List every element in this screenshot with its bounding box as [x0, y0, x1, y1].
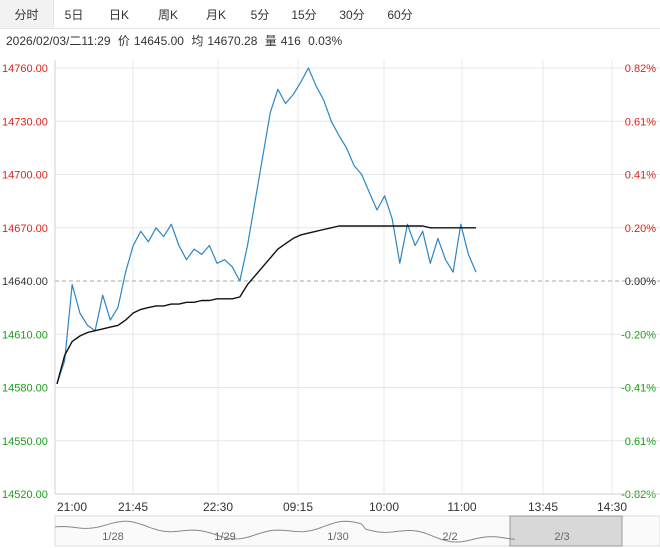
y-tick-left: 14550.00	[2, 436, 48, 448]
avg-label: 均	[191, 34, 204, 48]
volume-value: 416	[280, 34, 301, 48]
y-tick-left: 14520.00	[2, 489, 48, 501]
volume-label: 量	[264, 34, 277, 48]
y-tick-right: 0.61%	[625, 116, 656, 128]
navigator-label: 2/3	[554, 531, 569, 543]
price-line	[56, 67, 477, 385]
tab-3[interactable]: 周K	[157, 7, 178, 22]
tab-7[interactable]: 30分	[339, 7, 365, 22]
navigator-label: 1/29	[214, 531, 235, 543]
x-tick-label: 21:45	[118, 500, 148, 514]
price-value: 14645.00	[133, 34, 184, 48]
tab-4[interactable]: 月K	[205, 7, 226, 22]
y-tick-right: 0.61%	[625, 436, 656, 448]
navigator-label: 2/2	[442, 531, 457, 543]
tab-8[interactable]: 60分	[387, 7, 413, 22]
x-tick-label: 22:30	[203, 500, 233, 514]
x-tick-label: 10:00	[369, 500, 399, 514]
x-tick-label: 09:15	[283, 500, 313, 514]
y-tick-left: 14760.00	[2, 63, 48, 75]
y-tick-left: 14730.00	[2, 116, 48, 128]
average-line	[56, 225, 476, 385]
x-tick-label: 11:00	[447, 500, 476, 514]
y-tick-right: 0.00%	[625, 276, 656, 288]
tab-0[interactable]: 分时	[0, 0, 54, 28]
price-label: 价	[117, 34, 130, 48]
x-tick-label: 13:45	[528, 500, 558, 514]
tab-6[interactable]: 15分	[291, 7, 317, 22]
change-percent: 0.03%	[308, 34, 343, 48]
navigator-window[interactable]	[509, 515, 623, 547]
y-tick-left: 14610.00	[2, 329, 48, 341]
y-tick-right: 0.20%	[625, 223, 656, 235]
y-tick-right: -0.82%	[621, 489, 656, 501]
tab-2[interactable]: 日K	[108, 7, 129, 22]
tab-5[interactable]: 5分	[250, 7, 270, 22]
y-tick-right: -0.41%	[621, 383, 656, 395]
y-tick-left: 14640.00	[2, 276, 48, 288]
navigator-line	[54, 520, 516, 543]
avg-value: 14670.28	[207, 34, 258, 48]
navigator-label: 1/28	[102, 531, 123, 543]
x-tick-label: 21:00	[57, 500, 87, 514]
y-tick-left: 14700.00	[2, 170, 48, 182]
y-tick-left: 14670.00	[2, 223, 48, 235]
quote-datetime: 2026/02/03/二11:29	[6, 34, 111, 48]
period-tabs: 分时 5日 日K 周K 月K 5分 15分 30分 60分	[0, 0, 660, 29]
x-tick-label: 14:30	[597, 500, 627, 514]
y-tick-left: 14580.00	[2, 383, 48, 395]
y-tick-right: 0.82%	[625, 63, 656, 75]
y-tick-right: 0.41%	[625, 170, 656, 182]
tab-1[interactable]: 5日	[64, 7, 84, 22]
y-tick-right: -0.20%	[621, 329, 656, 341]
navigator-label: 1/30	[327, 531, 348, 543]
